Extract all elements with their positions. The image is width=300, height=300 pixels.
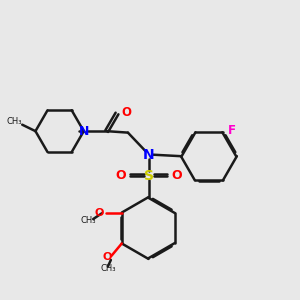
- Text: O: O: [171, 169, 181, 182]
- Text: S: S: [143, 169, 154, 183]
- Text: CH₃: CH₃: [81, 216, 96, 225]
- Text: O: O: [95, 208, 104, 218]
- Text: O: O: [122, 106, 131, 118]
- Text: O: O: [102, 252, 111, 262]
- Text: CH₃: CH₃: [6, 117, 22, 126]
- Text: F: F: [228, 124, 236, 137]
- Text: N: N: [143, 148, 154, 162]
- Text: O: O: [116, 169, 126, 182]
- Text: CH₃: CH₃: [101, 264, 116, 273]
- Text: N: N: [79, 125, 89, 138]
